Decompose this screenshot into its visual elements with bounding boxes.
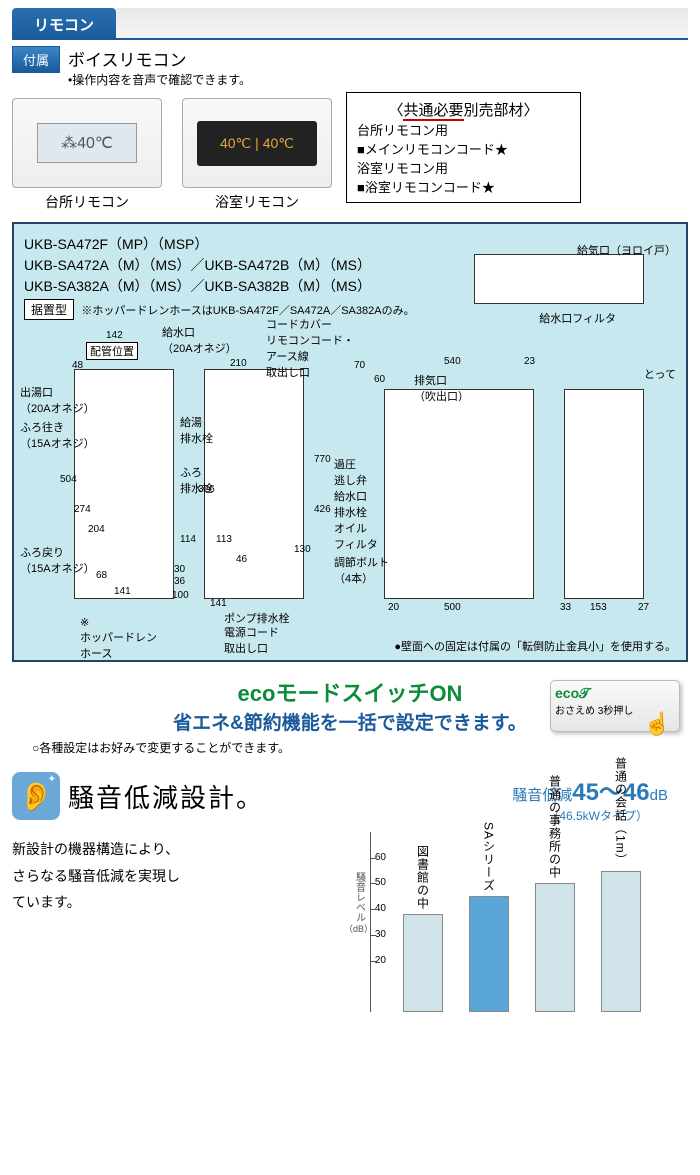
- bar: [535, 883, 575, 1012]
- bath-remote-label: 浴室リモコン: [182, 192, 332, 212]
- dim: 23: [524, 356, 535, 367]
- eco-note: ○各種設定はお好みで変更することができます。: [32, 739, 688, 756]
- parts-line: 台所リモコン用: [357, 120, 570, 139]
- bar-label: 図書館の中: [415, 800, 432, 910]
- dim: 326: [198, 484, 215, 495]
- hopper-note: ※ホッパードレンホースはUKB-SA472F／SA472A／SA382Aのみ。: [81, 305, 414, 317]
- eco-section: ecoモードスイッチON 省エネ&節約機能を一括で設定できます。 ○各種設定はお…: [12, 676, 688, 756]
- lbl-kyuki: 給気口（ヨロイ戸）: [577, 242, 676, 258]
- dim: 46: [236, 554, 247, 565]
- unit-top: [474, 254, 644, 304]
- bar-label: SAシリーズ: [481, 782, 498, 892]
- badge-attached: 付属: [12, 46, 60, 73]
- lbl-dengen: 電源コード 取出し口: [224, 624, 279, 656]
- dim: 33: [560, 602, 571, 613]
- lbl-deyu: 出湯口 （20Aオネジ）: [20, 384, 95, 416]
- dimension-diagram: UKB-SA472F（MP）（MSP） UKB-SA472A（M）（MS）／UK…: [12, 222, 688, 662]
- bar: [403, 914, 443, 1012]
- lbl-kaatsu: 過圧 逃し弁: [334, 456, 367, 488]
- voice-remote-title: ボイスリモコン: [68, 46, 688, 71]
- dim: 274: [74, 504, 91, 515]
- unit-back: [564, 389, 644, 599]
- section-tab-row: リモコン: [12, 8, 688, 40]
- bar-wrap: 普通の事務所の中: [522, 769, 588, 1012]
- lbl-totte: とって: [644, 366, 676, 382]
- lbl-haiki: 排気口 （吹出口）: [414, 372, 469, 404]
- bar-wrap: 普通の会話（1m）: [588, 757, 654, 1012]
- tab-rest: [116, 8, 688, 40]
- eco-logo: eco𝒯: [555, 685, 675, 702]
- bath-remote-display: 40℃ | 40℃: [197, 121, 317, 166]
- dim: 141: [210, 598, 227, 609]
- noise-body-line: ています。: [12, 889, 332, 916]
- lbl-bolt: 調節ボルト （4本）: [334, 554, 389, 586]
- parts-box-title: 〈共通必要別売部材〉: [357, 99, 570, 120]
- dim: 27: [638, 602, 649, 613]
- dim: 114: [180, 534, 196, 545]
- lbl-haikan: 配管位置: [86, 342, 138, 360]
- voice-remote-sub: •操作内容を音声で確認できます。: [68, 71, 688, 88]
- hand-icon: ☝: [644, 711, 671, 737]
- noise-body-line: さらなる騒音低減を実現し: [12, 863, 332, 890]
- dim: 60: [374, 374, 385, 385]
- kitchen-remote-display: ⁂40℃: [37, 123, 137, 163]
- parts-line: 浴室リモコン用: [357, 158, 570, 177]
- dim: 36: [174, 576, 185, 587]
- parts-line: 浴室リモコンコード★: [357, 177, 570, 196]
- noise-body-line: 新設計の機器構造により、: [12, 836, 332, 863]
- lbl-cordcover: コードカバー リモコンコード・ アース線 取出し口: [266, 316, 354, 380]
- lbl-hopper: ※ ホッパードレン ホース: [80, 616, 157, 661]
- bar-label: 普通の事務所の中: [547, 769, 564, 879]
- noise-title: 騒音低減設計。: [68, 778, 264, 815]
- parts-box: 〈共通必要別売部材〉 台所リモコン用 メインリモコンコード★ 浴室リモコン用 浴…: [346, 92, 581, 203]
- unit-side: [384, 389, 534, 599]
- dim: 70: [354, 360, 365, 371]
- bar-wrap: 図書館の中: [390, 800, 456, 1012]
- dim: 68: [96, 570, 107, 581]
- dim: 113: [216, 534, 232, 545]
- type-badge: 据置型: [24, 299, 74, 320]
- dim: 141: [114, 586, 131, 597]
- dim: 153: [590, 602, 607, 613]
- ear-icon: 👂: [12, 772, 60, 820]
- dim: 500: [444, 602, 461, 613]
- dim: 204: [88, 524, 105, 535]
- dim: 100: [172, 590, 189, 601]
- dim: 48: [72, 360, 83, 371]
- noise-chart: 騒音レベル（dB） 2030405060図書館の中SAシリーズ普通の事務所の中普…: [344, 832, 688, 1012]
- diagram-footnote: ●壁面への固定は付属の「転倒防止金具小」を使用する。: [394, 638, 676, 654]
- lbl-furoiki: ふろ往き （15Aオネジ）: [20, 419, 95, 451]
- bar-label: 普通の会話（1m）: [613, 757, 630, 867]
- lbl-furomodori: ふろ戻り （15Aオネジ）: [20, 544, 95, 576]
- bar-wrap: SAシリーズ: [456, 782, 522, 1012]
- lbl-kyutohai: 給湯 排水栓: [180, 414, 213, 446]
- bar: [469, 896, 509, 1012]
- dim: 426: [314, 504, 331, 515]
- kitchen-remote: ⁂40℃ 台所リモコン: [12, 98, 162, 212]
- unit-front-2: [204, 369, 304, 599]
- dim: 130: [294, 544, 311, 555]
- dim: 210: [230, 358, 247, 369]
- dim: 770: [314, 454, 331, 465]
- lbl-oil: オイル フィルタ: [334, 520, 378, 552]
- dim: 504: [60, 474, 77, 485]
- lbl-kyusui-filter: 給水口フィルタ: [539, 310, 616, 326]
- dim: 540: [444, 356, 461, 367]
- dim: 142: [106, 330, 123, 341]
- eco-button[interactable]: eco𝒯 おさえめ 3秒押し ☝: [550, 680, 680, 732]
- parts-line: メインリモコンコード★: [357, 139, 570, 158]
- dim: 20: [388, 602, 399, 613]
- kitchen-remote-label: 台所リモコン: [12, 192, 162, 212]
- lbl-kyusuikou: 給水口 （20Aオネジ）: [162, 324, 237, 356]
- lbl-kyusuihai: 給水口 排水栓: [334, 488, 367, 520]
- dim: 30: [174, 564, 185, 575]
- bar: [601, 871, 641, 1012]
- tab-remote: リモコン: [12, 8, 116, 40]
- bath-remote: 40℃ | 40℃ 浴室リモコン: [182, 98, 332, 212]
